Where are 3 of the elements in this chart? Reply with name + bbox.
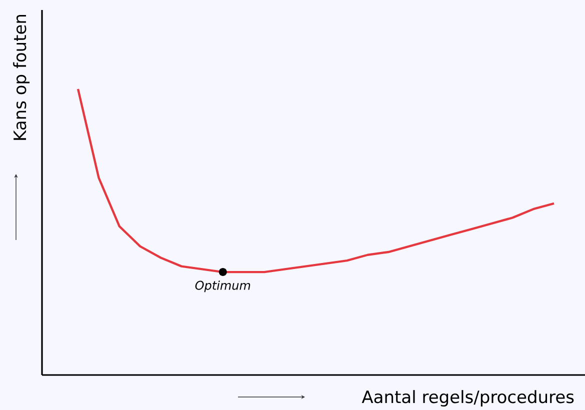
x-axis-title: Aantal regels/procedures [362, 390, 574, 407]
y-axis-title: Kans op fouten [13, 14, 30, 140]
annotation: Optimum [195, 280, 250, 292]
